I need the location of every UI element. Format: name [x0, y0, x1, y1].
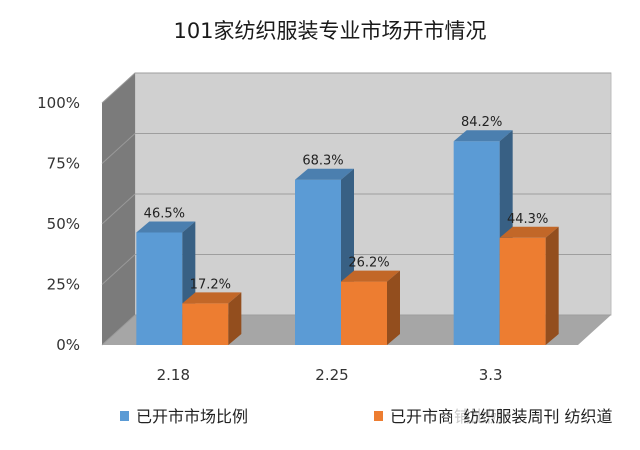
- gridline-side: [101, 254, 136, 285]
- bar: [136, 232, 183, 345]
- bar: [182, 303, 229, 345]
- y-tick-label: 50%: [47, 215, 80, 233]
- bar: [453, 141, 500, 345]
- gridline-side: [101, 133, 136, 164]
- y-tick-label: 0%: [56, 336, 80, 354]
- watermark: 纺织服装周刊 纺织道: [452, 404, 624, 430]
- x-tick-label: 3.3: [479, 366, 503, 384]
- watermark-backdrop: [452, 404, 624, 430]
- chart-title: 101家纺织服装专业市场开市情况: [173, 19, 486, 43]
- x-tick-label: 2.25: [315, 366, 348, 384]
- data-label: 44.3%: [507, 212, 548, 227]
- data-label: 46.5%: [144, 206, 185, 221]
- y-tick-label: 100%: [37, 94, 80, 112]
- watermark-text: 纺织服装周刊 纺织道: [463, 407, 612, 426]
- data-label: 68.3%: [302, 154, 343, 169]
- legend-swatch: [120, 411, 129, 421]
- gridline-side: [101, 193, 136, 225]
- gridline-side: [101, 314, 136, 346]
- bar-side: [228, 292, 242, 345]
- bar: [499, 237, 546, 345]
- bar-top: [499, 226, 559, 238]
- legend: 已开市市场比例 已开市商铺比例: [120, 407, 502, 426]
- bar-top: [182, 292, 242, 304]
- data-label: 84.2%: [461, 115, 502, 130]
- x-tick-label: 2.18: [157, 366, 190, 384]
- data-label: 26.2%: [348, 256, 389, 271]
- legend-swatch: [374, 411, 383, 421]
- bar-side: [387, 270, 400, 345]
- plot-area: 0% 25% 50% 75% 100% 46.5% 17.2% 2.18 68.3% 26.2% 2…: [37, 72, 612, 384]
- y-tick-label: 25%: [47, 276, 80, 294]
- gridline-side: [101, 72, 136, 104]
- bar-side: [545, 226, 559, 345]
- bar: [295, 179, 341, 345]
- bar: [341, 281, 387, 345]
- bar-top: [295, 168, 354, 180]
- bar-top: [341, 270, 400, 282]
- bar-top: [453, 130, 513, 142]
- legend-label: 已开市市场比例: [136, 407, 248, 426]
- bar-top: [136, 221, 196, 233]
- data-label: 17.2%: [190, 277, 231, 292]
- y-tick-label: 75%: [47, 155, 80, 173]
